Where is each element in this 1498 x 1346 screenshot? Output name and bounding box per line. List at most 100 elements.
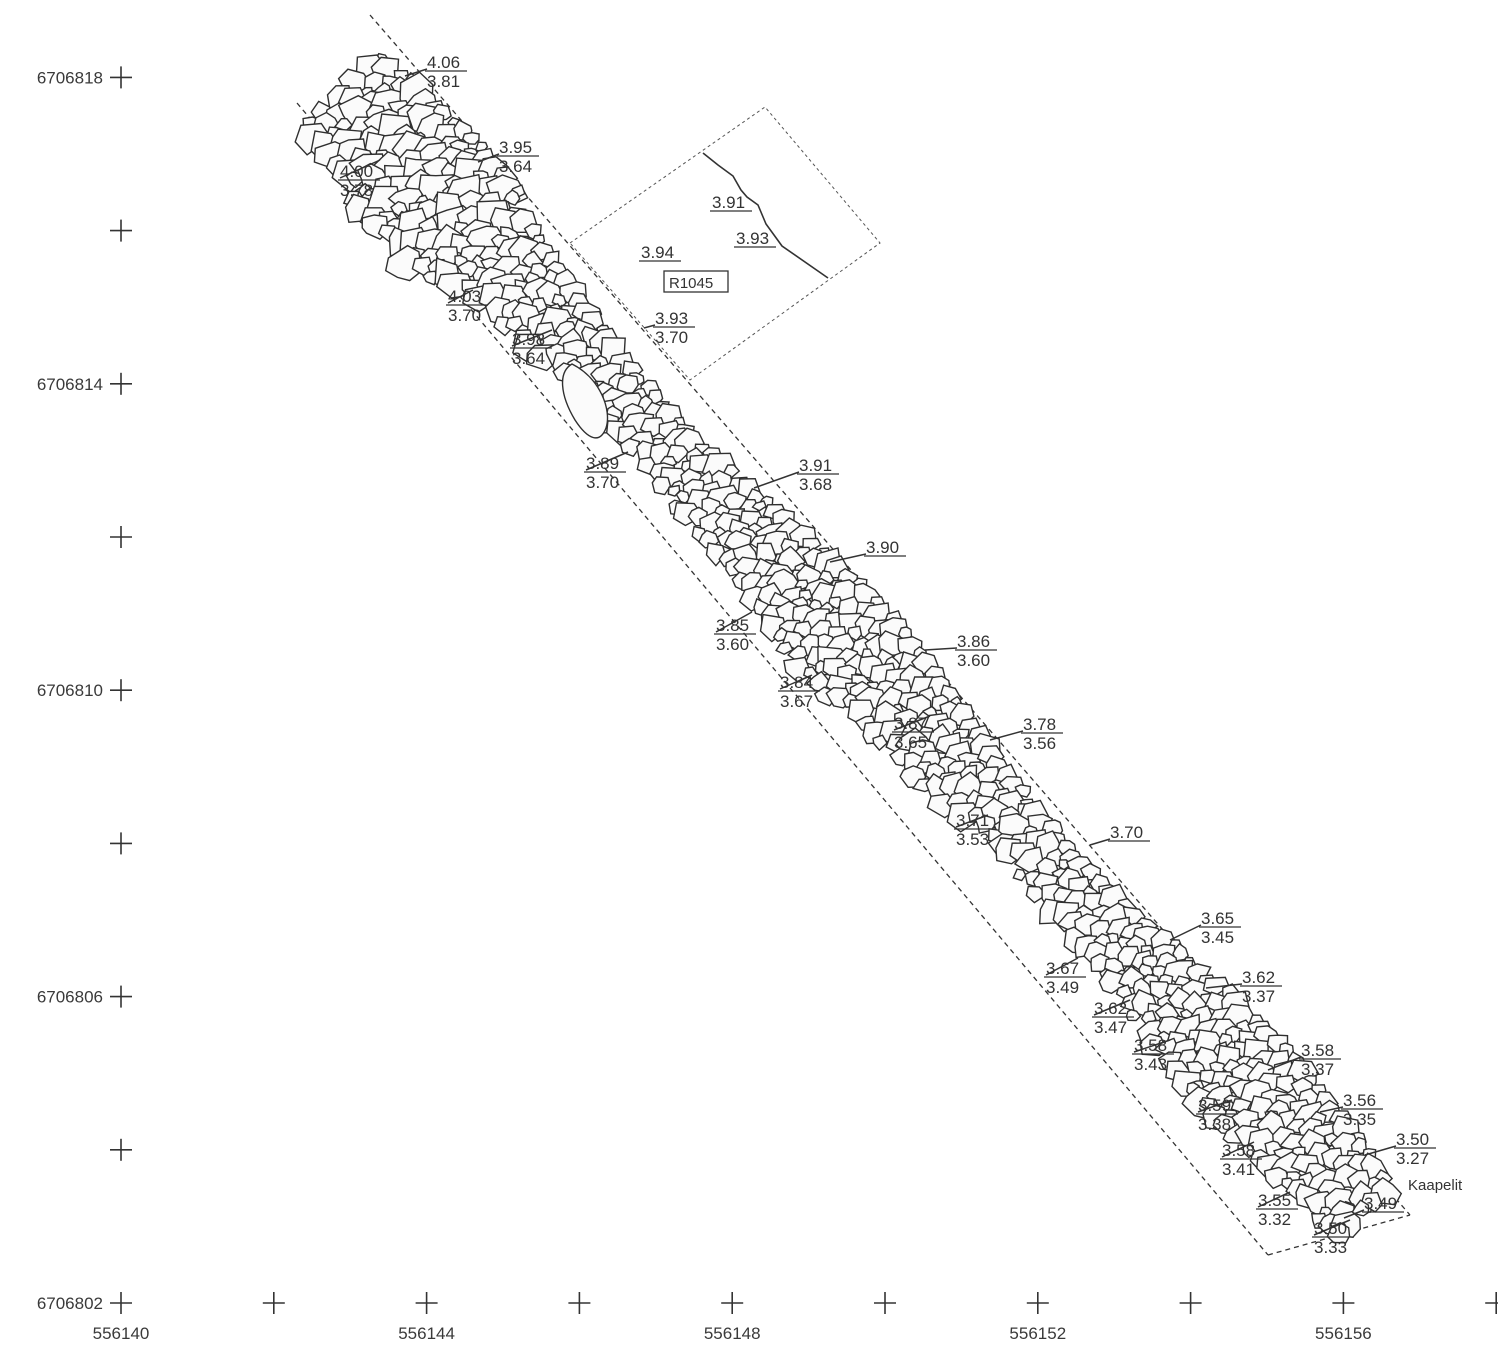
stone-pavement	[294, 52, 1403, 1244]
boundary-line-lower	[296, 102, 1269, 1256]
x-tick-label: 556140	[93, 1324, 150, 1343]
elevation-top: 3.62	[1242, 968, 1275, 987]
label-leader-line	[753, 471, 800, 489]
elevation-label: 3.783.56	[989, 715, 1063, 753]
label-leader-line	[643, 324, 656, 329]
label-leader-line	[1319, 1106, 1344, 1113]
elevation-label: 3.503.33	[1312, 1219, 1354, 1257]
elevation-top: 3.65	[1201, 909, 1234, 928]
feature-elevation-label: 3.91	[710, 193, 752, 212]
elevation-bottom: 3.33	[1314, 1238, 1347, 1257]
elevation-bottom: 3.70	[586, 473, 619, 492]
feature-r1045-box	[663, 270, 729, 293]
label-leader-line	[1257, 1191, 1291, 1208]
stone	[462, 131, 480, 145]
elevation-bottom: 3.70	[655, 328, 688, 347]
cable-label: Kaapelit	[1408, 1177, 1463, 1194]
label-leader-line	[924, 647, 958, 651]
elevation-top: 3.59	[1198, 1096, 1231, 1115]
label-leader-line	[715, 611, 753, 633]
elevation-top: 3.94	[641, 243, 674, 262]
y-tick-label: 6706806	[37, 988, 103, 1007]
label-leader-line	[339, 159, 381, 179]
feature-r1045-text: R1045	[669, 275, 713, 292]
elevation-label: 3.983.64	[510, 329, 553, 368]
stone	[619, 437, 641, 458]
elevation-label: 3.863.60	[924, 632, 997, 670]
elevation-top: 4.06	[427, 53, 460, 72]
label-leader-line	[893, 715, 931, 731]
elevation-top: 3.71	[956, 811, 989, 830]
stone	[1172, 942, 1190, 962]
elevation-top: 3.93	[655, 309, 688, 328]
y-tick-label: 6706802	[37, 1294, 103, 1313]
label-leader-line	[477, 153, 500, 163]
y-tick-label: 6706818	[37, 68, 103, 87]
stone	[1275, 1074, 1297, 1094]
label-leader-line	[829, 553, 867, 563]
elevation-top: 3.86	[957, 632, 990, 651]
elevation-bottom: 3.64	[512, 349, 545, 368]
elevation-label: 4.003.78	[338, 159, 381, 200]
elevation-label: 3.853.60	[714, 611, 756, 654]
elevation-label: 3.873.65	[892, 714, 934, 752]
feature-r1045-outline	[569, 106, 881, 381]
elevation-label: 3.583.41	[1220, 1141, 1262, 1179]
elevation-top: 3.58	[1134, 1036, 1167, 1055]
label-leader-line	[1089, 838, 1111, 846]
stone	[1350, 1136, 1367, 1155]
label-leader-line	[955, 814, 989, 828]
label-leader-line	[511, 329, 553, 347]
label-leader-line	[989, 730, 1024, 741]
elevation-top: 3.90	[866, 538, 899, 557]
elevation-label: 3.583.37	[1267, 1041, 1341, 1079]
y-tick-label: 6706810	[37, 681, 103, 700]
coordinate-grid: 556140 556144 556148 556152 556156 6706818 670…	[37, 66, 1498, 1343]
elevation-label: 3.843.67	[778, 673, 820, 711]
elevation-top: 3.70	[1110, 823, 1143, 842]
elevation-bottom: 3.27	[1396, 1149, 1429, 1168]
elevation-bottom: 3.45	[1201, 928, 1234, 947]
x-tick-label: 556156	[1315, 1324, 1372, 1343]
elevation-label: 3.653.45	[1169, 909, 1241, 947]
elevation-top: 3.95	[499, 138, 532, 157]
elevation-label: 4.063.81	[404, 53, 467, 91]
elevation-label: 4.033.70	[446, 287, 488, 325]
label-leader-line	[585, 451, 629, 471]
y-tick-label: 6706814	[37, 375, 103, 394]
elevation-label: 3.593.38	[1196, 1096, 1238, 1134]
label-leader-line	[1313, 1219, 1351, 1236]
feature-elevation-label: 3.93	[734, 229, 776, 248]
elevation-top: 3.62	[1094, 999, 1127, 1018]
elevation-top: 3.85	[716, 616, 749, 635]
stone	[1125, 1009, 1142, 1022]
elevation-top: 3.91	[799, 456, 832, 475]
elevation-label: 3.503.27	[1364, 1130, 1436, 1168]
elevation-top: 3.50	[1396, 1130, 1429, 1149]
elevation-label: 3.90	[829, 538, 906, 563]
label-leader-line	[1221, 1141, 1255, 1158]
elevation-label: 3.933.70	[643, 309, 695, 347]
stone	[1360, 1191, 1383, 1213]
large-stone	[561, 363, 609, 439]
feature-elevation-label: 3.94	[639, 243, 681, 262]
label-leader-line	[1205, 983, 1243, 989]
label-leader-line	[1364, 1145, 1397, 1156]
elevation-top: 3.50	[1314, 1219, 1347, 1238]
elevation-top: 3.84	[780, 673, 813, 692]
elevation-bottom: 3.32	[1258, 1210, 1291, 1229]
elevation-bottom: 3.60	[716, 635, 749, 654]
label-leader-line	[1197, 1099, 1233, 1113]
elevation-bottom: 3.65	[894, 733, 927, 752]
elevation-top: 3.55	[1258, 1191, 1291, 1210]
elevation-top: 3.91	[712, 193, 745, 212]
label-leader-line	[1045, 957, 1079, 976]
stone	[751, 500, 767, 512]
elevation-top: 3.58	[1222, 1141, 1255, 1160]
label-leader-line	[404, 68, 428, 77]
elevation-bottom: 3.35	[1343, 1110, 1376, 1129]
stone	[775, 641, 794, 655]
elevation-bottom: 3.68	[799, 475, 832, 494]
elevation-bottom: 3.49	[1046, 978, 1079, 997]
